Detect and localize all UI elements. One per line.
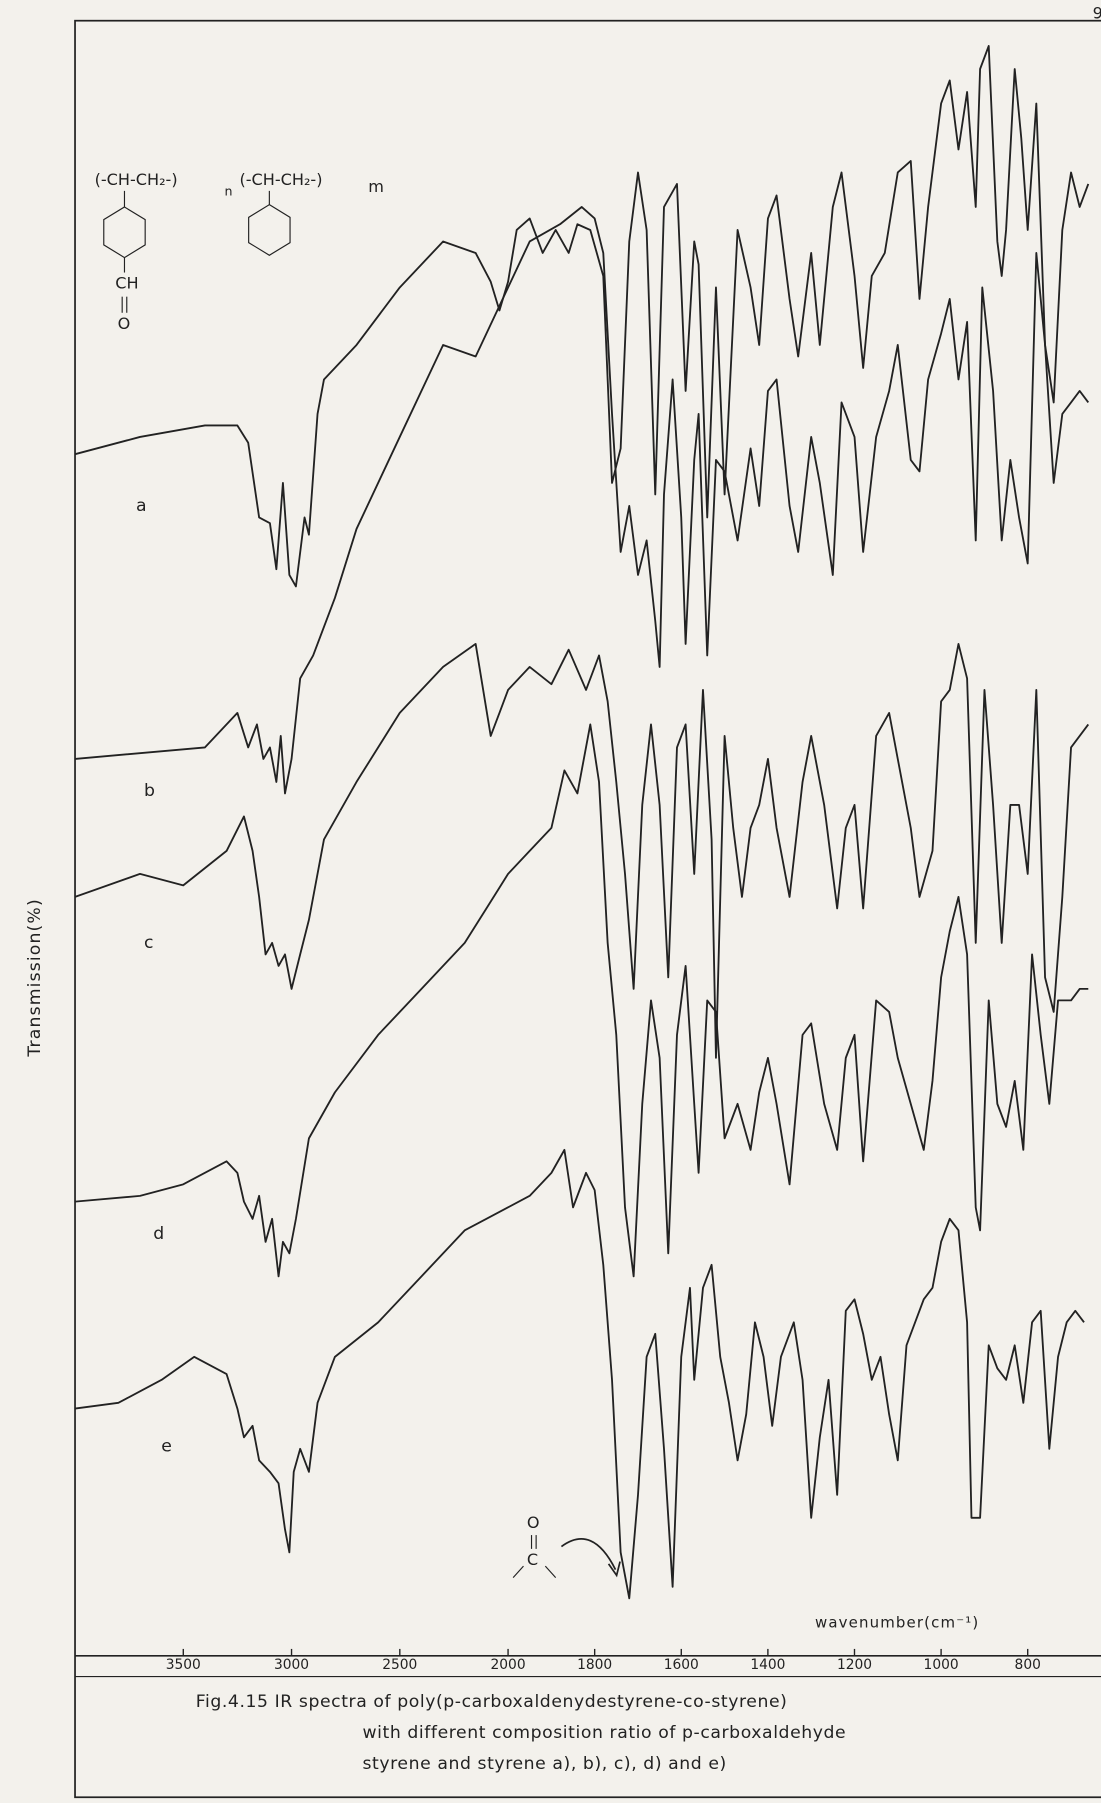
x-tick-label: 2500 [382, 1657, 417, 1673]
page: 9 Transmission(%) wavenumber(cm⁻¹) (-CH-… [0, 0, 1101, 1803]
structure-subscript: n [225, 184, 233, 199]
caption-line: Fig.4.15 IR spectra of poly(p-carboxalde… [196, 1692, 788, 1712]
structure-unit: (-CH-CH₂-) [239, 170, 322, 189]
series-label: a [136, 496, 147, 516]
series-label: c [144, 933, 153, 953]
caption-line: styrene and styrene a), b), c), d) and e… [362, 1754, 726, 1774]
paper [0, 0, 1100, 1803]
y-axis-label: Transmission(%) [25, 898, 45, 1057]
carbonyl-oxygen: O [527, 1513, 540, 1532]
x-tick-label: 800 [1015, 1657, 1041, 1673]
structure-subscript: m [368, 177, 384, 196]
structure-aldehyde: CH [115, 274, 138, 293]
x-tick-label: 1400 [750, 1657, 785, 1673]
page-number: 9 [1093, 3, 1101, 22]
structure-unit: (-CH-CH₂-) [95, 170, 178, 189]
chart: 9 Transmission(%) wavenumber(cm⁻¹) (-CH-… [0, 0, 1101, 1803]
carbonyl-carbon: C [527, 1550, 538, 1569]
x-tick-label: 2000 [491, 1657, 526, 1673]
structure-oxygen: O [118, 314, 131, 333]
x-tick-label: 3000 [274, 1657, 309, 1673]
series-label: b [144, 781, 155, 801]
x-axis-label: wavenumber(cm⁻¹) [815, 1614, 979, 1632]
series-label: d [153, 1224, 164, 1244]
x-tick-label: 1200 [837, 1657, 872, 1673]
caption-line: with different composition ratio of p-ca… [362, 1723, 846, 1743]
x-tick-label: 1600 [664, 1657, 699, 1673]
x-tick-label: 1000 [924, 1657, 959, 1673]
x-tick-label: 1800 [577, 1657, 612, 1673]
series-label: e [161, 1437, 172, 1457]
x-tick-label: 3500 [166, 1657, 201, 1673]
